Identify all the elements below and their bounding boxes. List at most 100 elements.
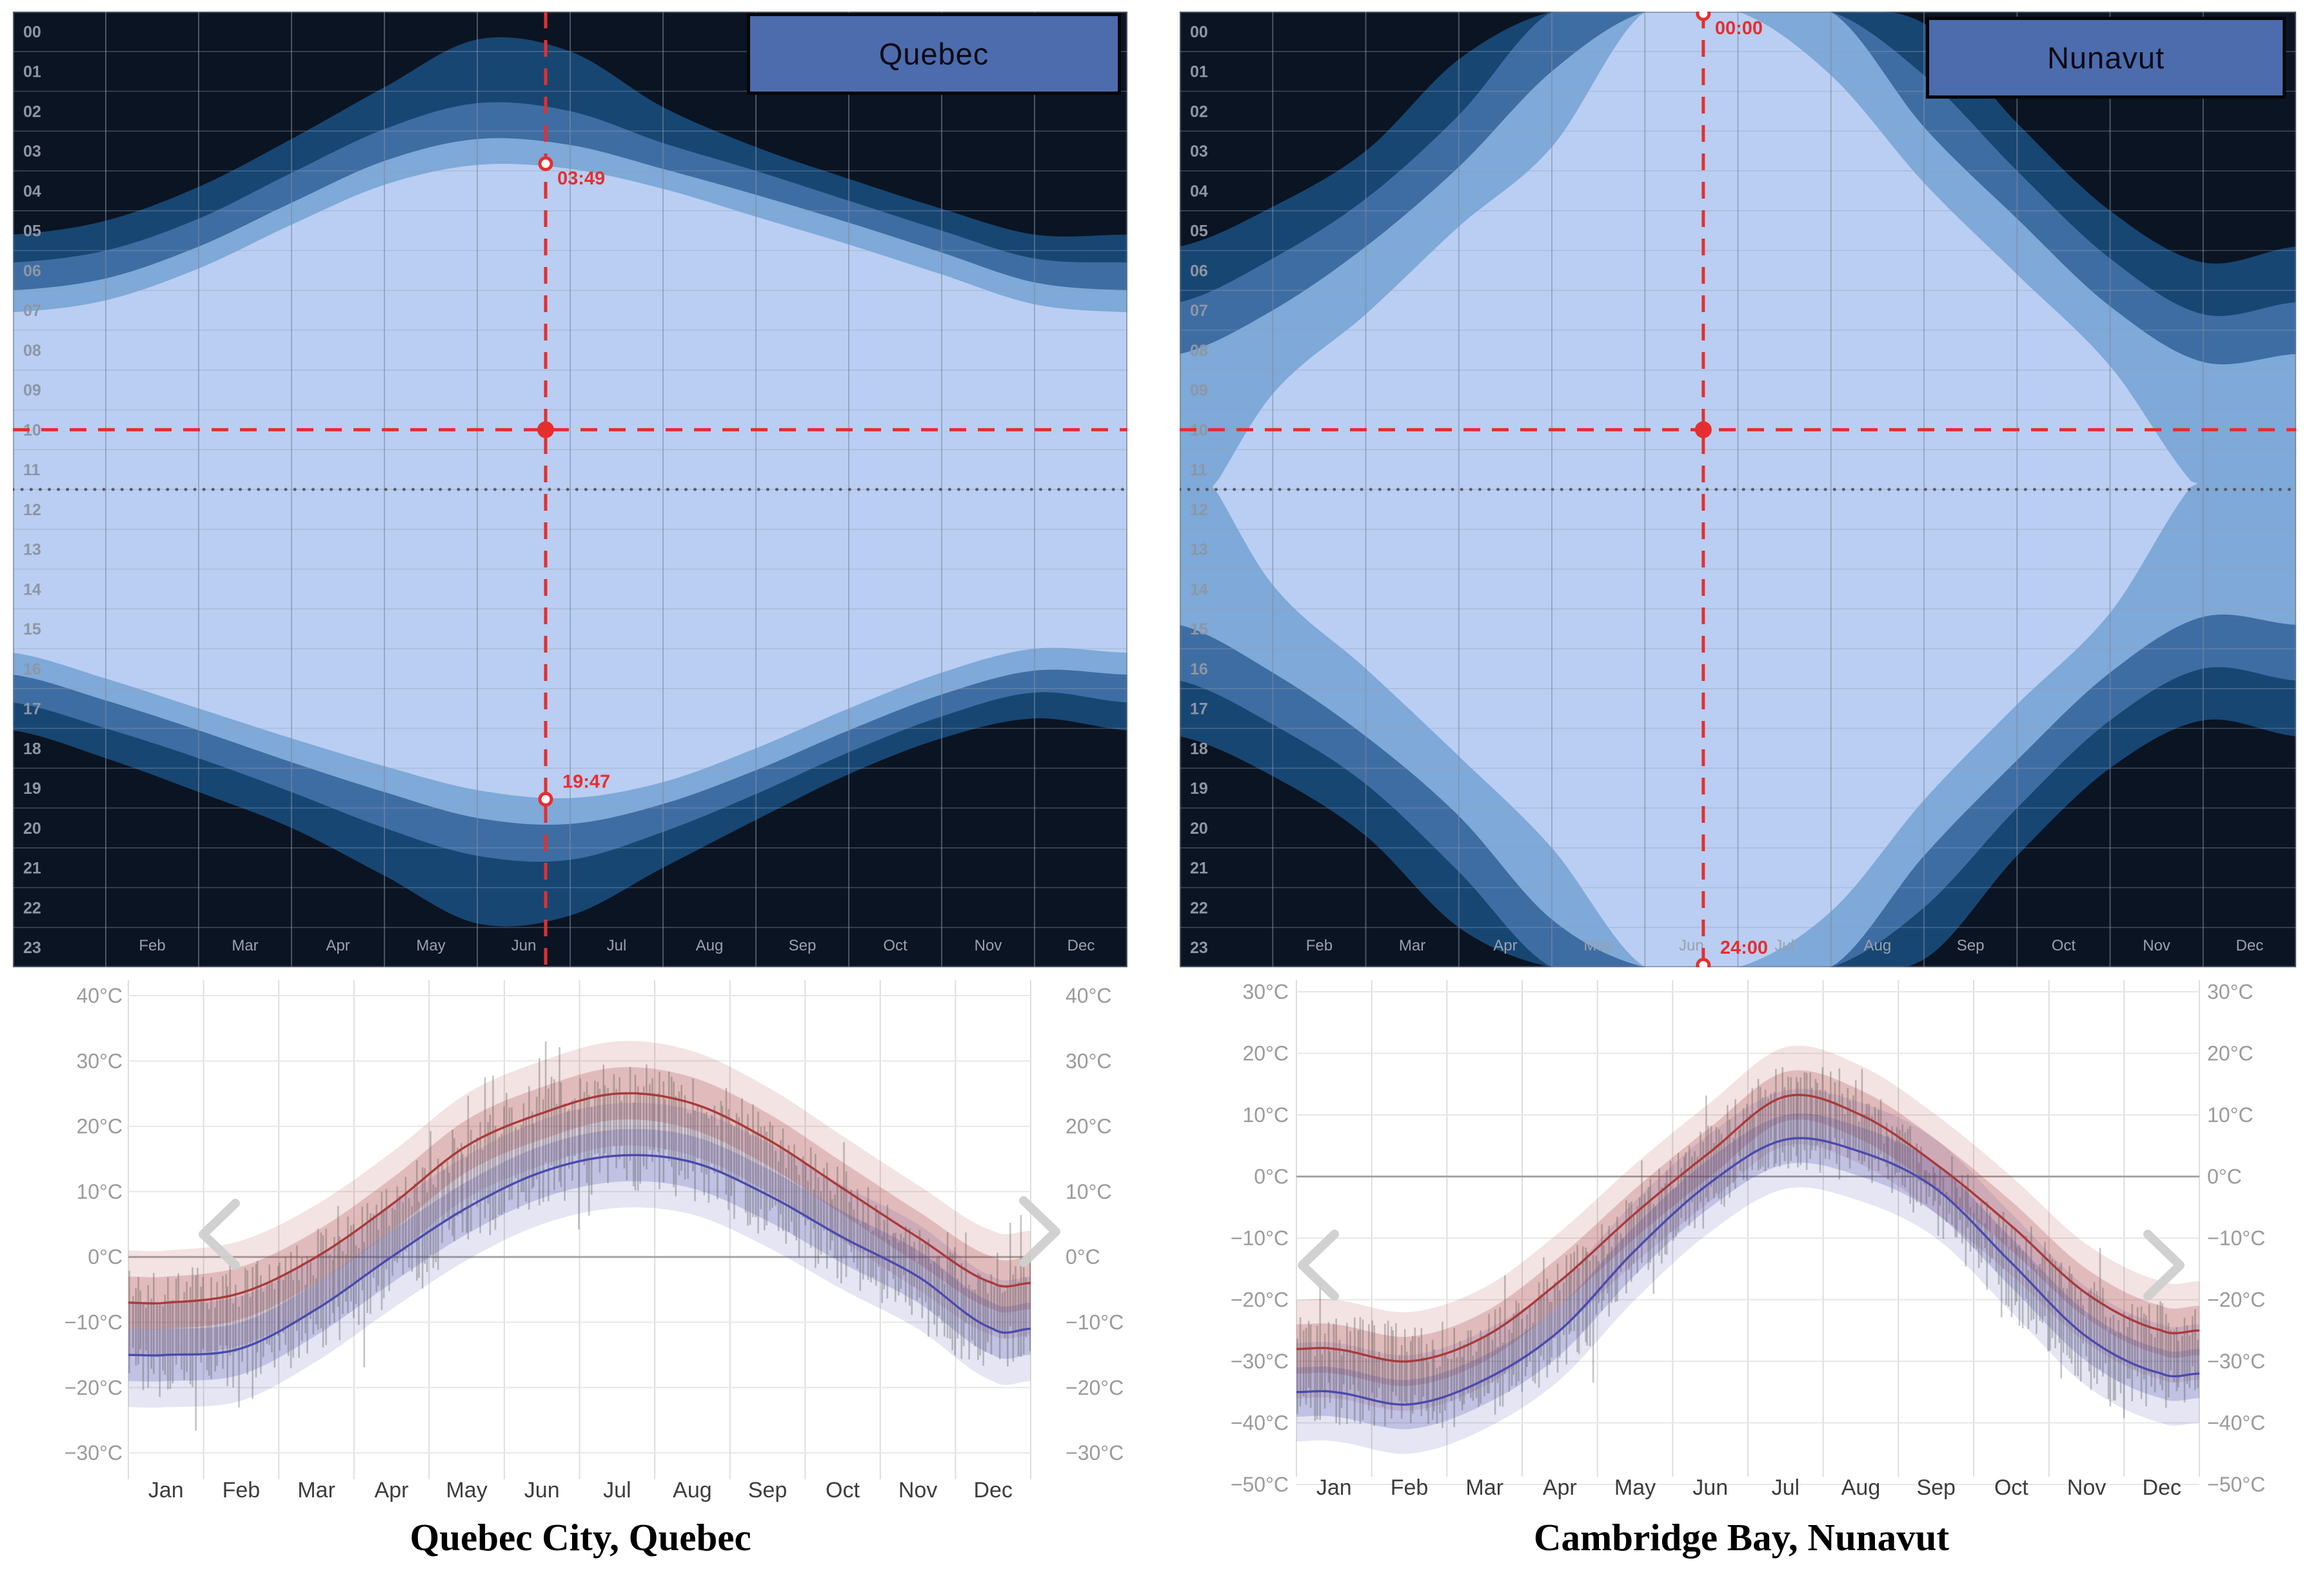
svg-text:−50°C: −50°C [1231,1473,1289,1496]
svg-text:Mar: Mar [232,937,258,954]
svg-text:−10°C: −10°C [1066,1311,1124,1334]
high-temp-inner-band [128,1067,1031,1330]
avg-low-line [1296,1137,2199,1406]
svg-text:14: 14 [1190,580,1208,598]
previous-year-chevron[interactable] [1298,1230,1339,1301]
svg-text:08: 08 [1190,342,1208,360]
svg-text:06: 06 [23,262,41,280]
hour-axis-labels: 0001020304050607080910111213141516171819… [1190,23,1208,957]
daylight-chart-nunavut[interactable]: 0001020304050607080910111213141516171819… [1180,12,2296,967]
svg-text:Mar: Mar [1465,1475,1503,1500]
svg-text:Apr: Apr [375,1478,409,1502]
svg-text:Feb: Feb [1306,937,1333,954]
sunset-marker[interactable] [1696,958,1711,967]
sunrise-time-label: 00:00 [1715,18,1763,39]
svg-text:Nov: Nov [975,937,1002,954]
svg-text:−20°C: −20°C [2207,1288,2265,1312]
svg-text:06: 06 [1190,262,1208,280]
svg-text:Jan: Jan [1316,1475,1352,1500]
svg-text:30°C: 30°C [1243,980,1289,1003]
sunrise-marker[interactable] [538,156,553,172]
svg-text:05: 05 [23,222,41,241]
svg-text:07: 07 [23,302,41,320]
svg-text:05: 05 [1190,222,1208,241]
temperature-chart-cambridge-bay[interactable]: 30°C 30°C 20°C 20°C 10°C 10°C 0°C 0°C −10°C −10°C… [1167,974,2311,1528]
svg-text:Aug: Aug [696,937,724,954]
avg-high-line [1296,1094,2199,1363]
svg-text:−30°C: −30°C [1066,1441,1124,1464]
svg-text:20: 20 [23,820,41,838]
svg-text:21: 21 [1190,860,1208,878]
temp-y-axis-labels: 30°C 30°C 20°C 20°C 10°C 10°C 0°C 0°C −10°C −10°C… [1231,980,2265,1496]
svg-text:Mar: Mar [297,1478,335,1502]
svg-text:Nov: Nov [2143,937,2170,954]
next-year-chevron[interactable] [2143,1230,2185,1301]
svg-text:17: 17 [23,700,41,718]
region-badge-quebec-label: Quebec [878,37,989,71]
sunset-time-label: 19:47 [562,771,610,792]
svg-text:09: 09 [1190,382,1208,400]
svg-text:20°C: 20°C [77,1115,123,1138]
daylight-chart-quebec[interactable]: 0001020304050607080910111213141516171819… [13,12,1127,967]
previous-year-chevron[interactable] [199,1199,240,1270]
region-badge-nunavut: Nunavut [1926,17,2286,99]
temp-gridlines [1296,980,2200,1485]
svg-text:−30°C: −30°C [2207,1350,2265,1373]
svg-text:Sep: Sep [1957,937,1985,954]
title-cambridge-bay: Cambridge Bay, Nunavut [1533,1516,1950,1559]
svg-text:40°C: 40°C [1066,984,1112,1007]
low-temp-inner-band [128,1128,1031,1382]
svg-text:Apr: Apr [1493,937,1517,954]
svg-text:May: May [446,1478,487,1502]
crosshair-dot[interactable] [1694,421,1712,438]
svg-text:12: 12 [23,501,41,519]
svg-text:−40°C: −40°C [1231,1412,1289,1435]
svg-text:Aug: Aug [1841,1475,1881,1500]
low-temp-outer-band [128,1103,1031,1408]
svg-text:Dec: Dec [2236,937,2264,954]
svg-text:18: 18 [23,740,41,758]
crosshair-dot[interactable] [537,421,554,438]
svg-text:01: 01 [23,63,41,81]
svg-text:Oct: Oct [826,1478,860,1502]
svg-text:21: 21 [23,860,41,878]
svg-text:10°C: 10°C [77,1180,123,1203]
high-temp-outer-band [128,1041,1031,1356]
svg-text:16: 16 [1190,660,1208,678]
svg-text:23: 23 [1190,939,1208,957]
svg-text:20°C: 20°C [1066,1115,1112,1138]
svg-text:0°C: 0°C [2207,1165,2242,1188]
temp-y-axis-labels: 40°C 40°C 30°C 30°C 20°C 20°C 10°C 10°C 0°C 0°C −1… [64,984,1124,1464]
svg-text:04: 04 [1190,182,1208,201]
svg-text:−10°C: −10°C [2207,1227,2265,1250]
svg-text:15: 15 [23,620,41,638]
svg-text:Dec: Dec [1067,937,1095,954]
temperature-chart-quebec-city[interactable]: 40°C 40°C 30°C 30°C 20°C 20°C 10°C 10°C 0°C 0°C −1… [0,974,1161,1528]
svg-text:20°C: 20°C [1243,1042,1289,1065]
svg-text:11: 11 [23,461,41,479]
svg-text:Oct: Oct [883,937,908,954]
high-temp-inner-band [1296,1070,2199,1386]
hour-axis-labels: 0001020304050607080910111213141516171819… [23,23,41,957]
temp-month-labels: Jan Feb Mar Apr May Jun Jul Aug Sep Oct Nov Dec [148,1478,1013,1502]
svg-text:22: 22 [23,899,41,917]
svg-text:10°C: 10°C [1243,1103,1289,1127]
region-badge-quebec: Quebec [747,13,1121,95]
next-year-chevron[interactable] [1019,1196,1060,1267]
svg-text:22: 22 [1190,899,1208,917]
region-badge-nunavut-label: Nunavut [2047,41,2165,75]
sunrise-marker[interactable] [1696,12,1711,21]
svg-text:02: 02 [1190,103,1208,121]
svg-text:30°C: 30°C [77,1049,123,1072]
svg-text:13: 13 [23,541,41,559]
svg-text:07: 07 [1190,302,1208,320]
month-axis-labels: Feb Mar Apr May Jun Jul Aug Sep Oct Nov Dec [1306,937,2264,954]
sunset-marker[interactable] [538,791,553,807]
svg-text:23: 23 [23,939,41,957]
svg-text:03: 03 [23,143,41,161]
svg-text:11: 11 [1190,461,1207,479]
svg-text:Oct: Oct [1994,1475,2028,1500]
temp-gridlines [128,980,1031,1479]
svg-text:13: 13 [1190,541,1208,559]
title-quebec-city: Quebec City, Quebec [410,1516,751,1559]
